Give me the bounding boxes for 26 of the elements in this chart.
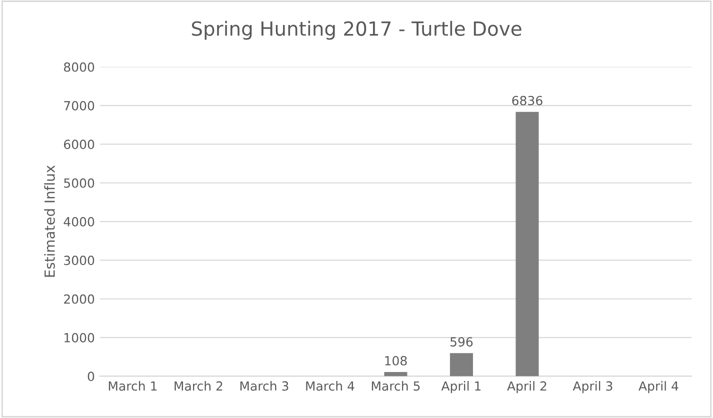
x-tick-label: March 1 (108, 381, 157, 391)
x-tick-label: March 5 (372, 381, 420, 391)
y-tick-label: 8000 (64, 62, 94, 72)
x-tick-label: March 2 (174, 381, 222, 391)
y-tick-label: 6000 (64, 140, 94, 150)
x-tick-label: March 4 (306, 381, 354, 391)
x-tick-label: April 2 (507, 381, 546, 394)
bar (516, 112, 539, 376)
data-label: 596 (450, 337, 473, 347)
chart-title: Spring Hunting 2017 - Turtle Dove (192, 20, 522, 40)
y-tick-label: 4000 (64, 217, 94, 226)
x-tick-label: April 3 (572, 381, 612, 394)
y-tick-label: 1000 (64, 333, 94, 342)
x-tick-label: March 3 (240, 381, 288, 391)
y-tick-label: 2000 (64, 294, 94, 304)
x-tick-label: April 1 (441, 381, 481, 394)
y-axis-title: Estimated Influx (44, 165, 55, 277)
x-tick-label: April 4 (638, 381, 678, 394)
y-tick-label: 3000 (64, 256, 94, 266)
y-tick-label: 0 (88, 372, 94, 382)
y-tick-label: 7000 (64, 101, 94, 110)
data-label: 108 (385, 356, 407, 366)
data-label: 6836 (512, 96, 542, 106)
bar (450, 353, 473, 376)
y-tick-label: 5000 (64, 178, 94, 188)
bar (384, 372, 408, 376)
